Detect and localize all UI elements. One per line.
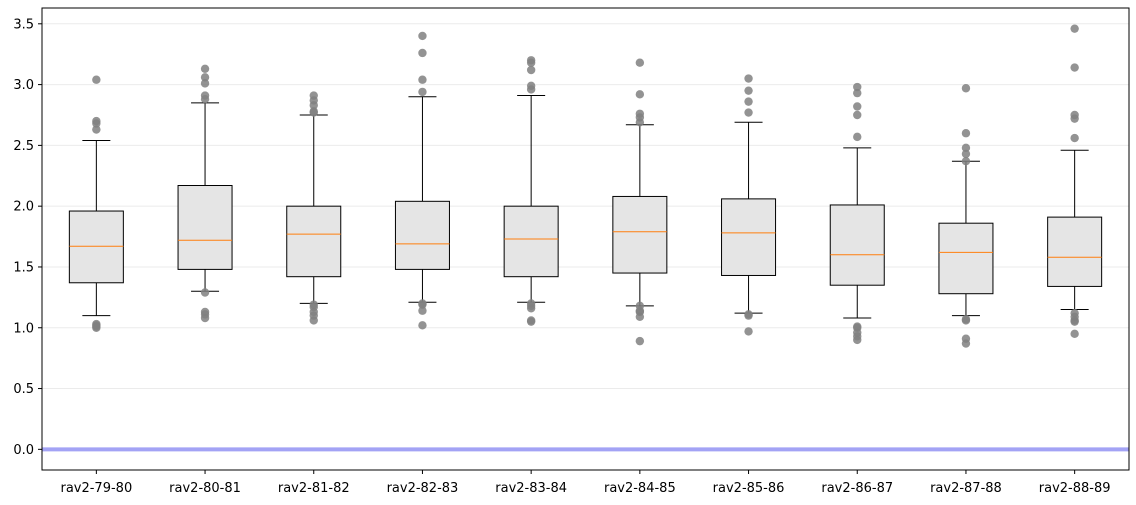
box-group: [1047, 24, 1103, 339]
outlier-point: [418, 48, 427, 58]
outlier-point: [961, 143, 971, 153]
box-group: [829, 82, 885, 345]
outlier-point: [853, 110, 862, 120]
outlier-point: [526, 65, 536, 75]
outlier-point: [418, 75, 427, 84]
outlier-point: [961, 156, 971, 166]
outlier-point: [1070, 133, 1079, 143]
box-iqr: [829, 204, 885, 286]
x-tick-label: rav2-87-88: [930, 481, 1002, 496]
outlier-point: [1070, 110, 1079, 120]
box-group: [394, 31, 450, 330]
outlier-point: [635, 336, 645, 346]
x-tick-label: rav2-88-89: [1039, 481, 1111, 496]
outlier-point: [635, 90, 645, 99]
plot-frame: [41, 7, 1130, 471]
outlier-point: [744, 108, 753, 117]
outlier-point: [853, 88, 862, 98]
outlier-point: [526, 81, 536, 91]
outlier-point: [744, 97, 753, 106]
outlier-point: [961, 334, 971, 343]
outlier-point: [853, 132, 862, 142]
outlier-point: [92, 75, 101, 84]
box-iqr: [394, 200, 450, 270]
outlier-point: [744, 310, 753, 319]
outlier-point: [744, 327, 753, 336]
x-tick-label: rav2-83-84: [495, 481, 567, 496]
outlier-point: [853, 82, 862, 92]
y-tick-label: 1.0: [13, 321, 34, 336]
y-tick-label: 1.5: [13, 260, 34, 275]
box-group: [938, 84, 994, 348]
outlier-point: [1070, 63, 1079, 72]
x-tick-label: rav2-86-87: [821, 481, 893, 496]
outlier-point: [418, 31, 427, 41]
box-group: [177, 64, 233, 323]
box-iqr: [503, 205, 559, 278]
outlier-point: [92, 116, 101, 126]
outlier-point: [1070, 329, 1079, 339]
x-tick-label: rav2-79-80: [60, 481, 132, 496]
y-tick-label: 2.5: [13, 139, 34, 154]
y-tick-label: 3.5: [13, 17, 34, 32]
y-tick-label: 3.0: [13, 78, 34, 93]
outlier-point: [526, 56, 536, 65]
x-tick-label: rav2-81-82: [278, 481, 350, 496]
outlier-point: [200, 64, 210, 73]
outlier-point: [635, 58, 645, 67]
box-iqr: [721, 198, 777, 276]
x-tick-label: rav2-80-81: [169, 481, 241, 496]
outlier-point: [418, 87, 427, 97]
outlier-point: [526, 299, 536, 308]
outlier-point: [200, 79, 210, 88]
box-group: [68, 75, 124, 332]
outlier-point: [418, 321, 427, 330]
outlier-point: [309, 300, 318, 309]
outlier-point: [200, 307, 210, 317]
outlier-point: [961, 84, 971, 93]
outlier-point: [1070, 24, 1079, 33]
outlier-point: [744, 74, 753, 83]
outlier-point: [200, 91, 210, 100]
outlier-point: [635, 109, 645, 118]
box-group: [721, 74, 777, 336]
box-iqr: [177, 185, 233, 270]
box-iqr: [286, 205, 342, 278]
outlier-point: [961, 315, 971, 324]
box-iqr: [938, 222, 994, 295]
boxes-group: [68, 24, 1103, 348]
y-tick-label: 0.5: [13, 382, 34, 397]
outlier-point: [418, 299, 427, 308]
axes-group: 0.0 0.5 1.0 1.5 2.0 2.5 3.0 3.5 rav2-79-80 rav2-8…: [13, 7, 1130, 496]
outlier-point: [853, 102, 862, 111]
y-tick-label: 2.0: [13, 200, 34, 215]
x-tick-label: rav2-82-83: [387, 481, 459, 496]
outlier-point: [418, 306, 427, 315]
outlier-point: [853, 322, 862, 331]
box-group: [286, 91, 342, 325]
box-iqr: [1047, 216, 1103, 287]
box-group: [503, 56, 559, 326]
box-iqr: [612, 195, 668, 274]
box-group: [612, 58, 668, 346]
outlier-point: [309, 91, 318, 100]
outlier-point: [200, 73, 210, 82]
x-tick-label: rav2-84-85: [604, 481, 676, 496]
outlier-point: [961, 129, 971, 138]
outlier-point: [635, 301, 645, 311]
outlier-point: [961, 149, 971, 159]
outlier-point: [92, 319, 101, 329]
outlier-point: [309, 107, 318, 116]
box-iqr: [68, 210, 124, 284]
outlier-point: [200, 288, 210, 297]
y-tick-label: 0.0: [13, 443, 34, 458]
x-tick-label: rav2-85-86: [713, 481, 785, 496]
outlier-point: [744, 86, 753, 95]
outlier-point: [1070, 308, 1079, 318]
outlier-point: [526, 316, 536, 325]
outlier-point: [92, 125, 101, 134]
